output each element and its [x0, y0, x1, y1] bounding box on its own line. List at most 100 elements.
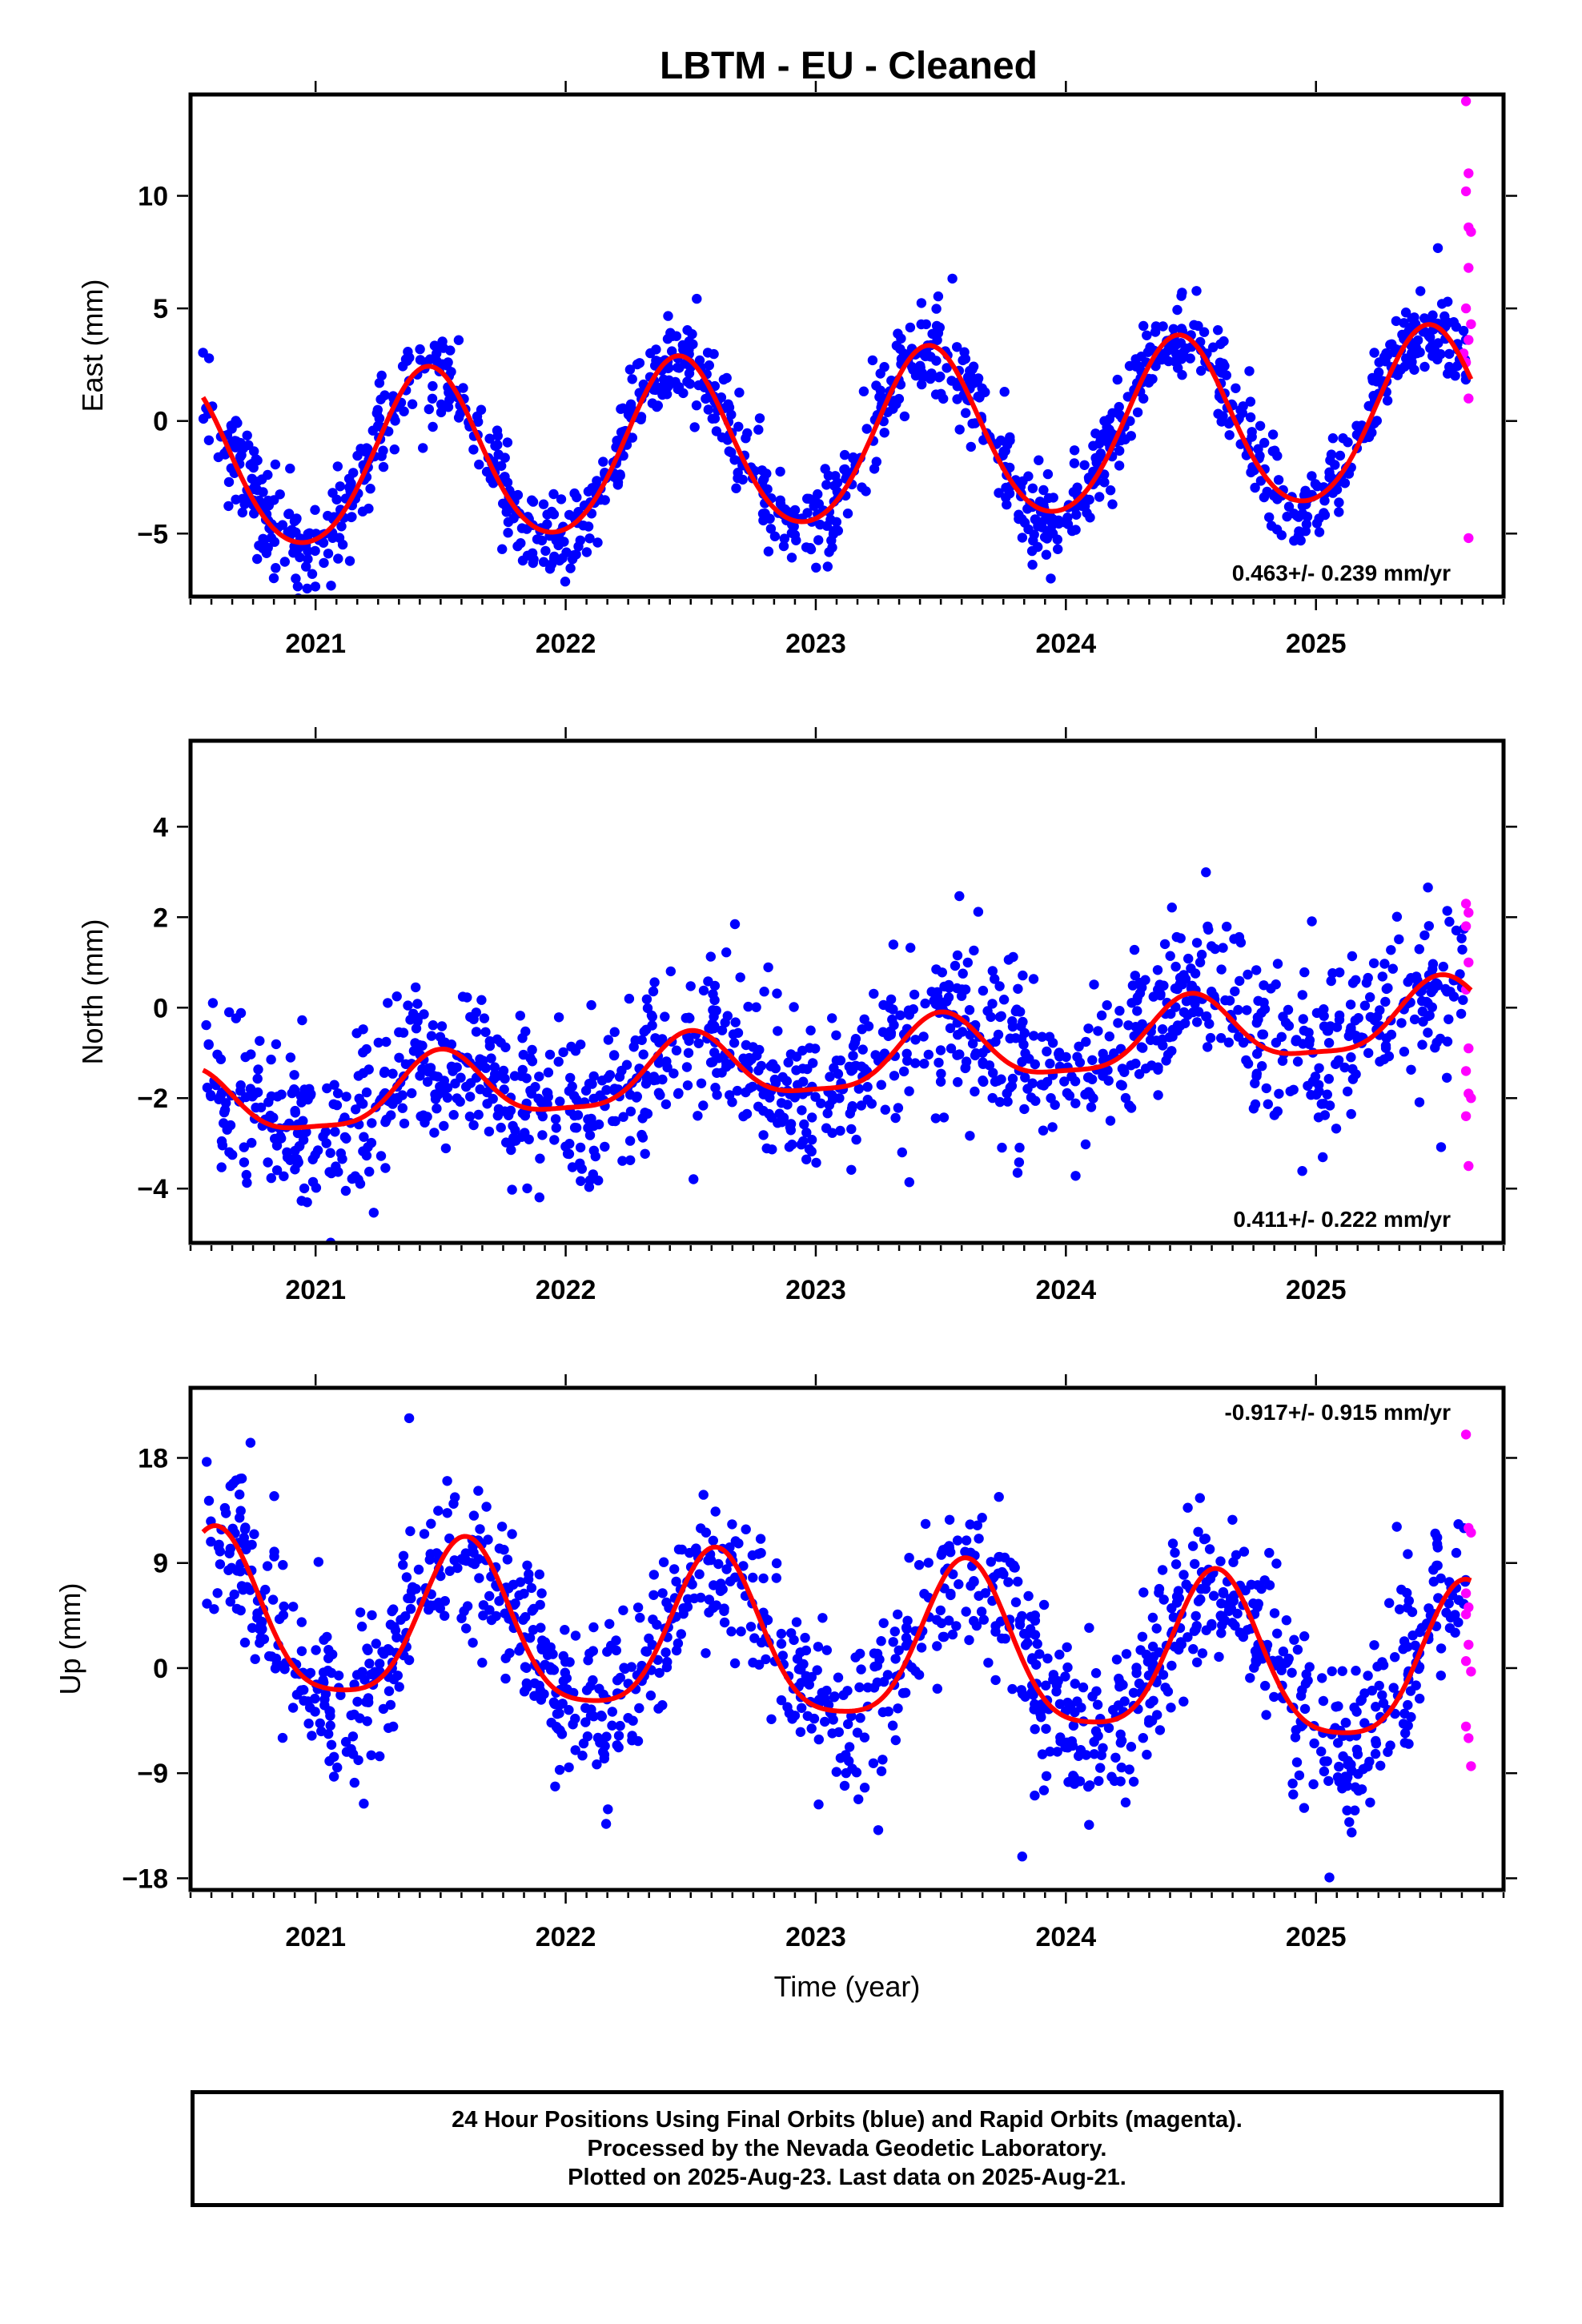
final-point: [554, 1764, 565, 1775]
final-point: [1154, 979, 1165, 990]
final-point: [1037, 1749, 1048, 1759]
final-point: [1122, 392, 1134, 402]
final-point: [1070, 1679, 1081, 1689]
final-point: [990, 974, 1000, 984]
final-point: [231, 416, 241, 426]
final-point: [296, 1617, 307, 1627]
final-point: [201, 1019, 211, 1031]
final-point: [689, 1174, 699, 1184]
final-point: [1375, 1760, 1386, 1771]
final-point: [1350, 1805, 1360, 1815]
final-point: [1386, 945, 1396, 955]
final-point: [1088, 1093, 1098, 1104]
final-point: [1337, 1666, 1347, 1676]
final-point: [671, 1045, 682, 1055]
final-point: [789, 529, 801, 541]
final-point: [289, 1070, 299, 1080]
final-point: [1138, 1043, 1148, 1053]
final-point: [1138, 320, 1149, 332]
final-point: [285, 463, 295, 474]
final-point: [1342, 1780, 1353, 1791]
final-point: [1218, 1588, 1229, 1599]
final-point: [890, 1735, 901, 1746]
final-point: [1343, 468, 1355, 479]
final-point: [725, 1542, 735, 1553]
final-point: [1419, 930, 1430, 941]
final-point: [1228, 1596, 1239, 1606]
final-point: [266, 533, 276, 543]
final-point: [942, 363, 952, 373]
final-point: [1098, 429, 1109, 440]
final-point: [224, 1548, 235, 1559]
final-point: [1368, 958, 1379, 969]
y-tick-label: −9: [137, 1759, 168, 1789]
final-point: [970, 1086, 980, 1097]
final-point: [935, 1076, 946, 1088]
final-point: [1291, 1725, 1302, 1735]
final-point: [536, 535, 548, 546]
rapid-point: [1466, 1527, 1476, 1538]
final-point: [275, 489, 285, 500]
final-point: [473, 1486, 484, 1496]
final-point: [635, 1612, 645, 1623]
final-point: [1307, 916, 1317, 927]
final-point: [499, 1545, 509, 1555]
final-point: [806, 1723, 817, 1734]
final-point: [1023, 1590, 1034, 1602]
final-point: [290, 1145, 300, 1156]
rapid-point: [1460, 1066, 1472, 1076]
final-point: [879, 362, 889, 372]
final-point: [1435, 1671, 1447, 1681]
final-point: [1170, 1547, 1180, 1558]
final-point: [323, 549, 334, 559]
final-point: [1450, 371, 1460, 381]
final-point: [983, 1658, 994, 1668]
final-point: [1377, 971, 1388, 982]
final-point: [1241, 1055, 1251, 1066]
final-point: [1167, 1538, 1178, 1549]
final-point: [1333, 1738, 1343, 1748]
final-point: [660, 1011, 670, 1022]
final-point: [1451, 925, 1462, 936]
final-point: [879, 428, 889, 438]
final-point: [1346, 1108, 1356, 1120]
final-point: [500, 1073, 510, 1084]
final-point: [1029, 529, 1039, 540]
final-point: [1290, 1732, 1301, 1743]
y-tick-label: 0: [153, 993, 168, 1023]
final-point: [1415, 286, 1426, 296]
final-point: [570, 1630, 581, 1641]
final-point: [1132, 407, 1143, 418]
final-point: [1131, 1668, 1142, 1679]
final-point: [1018, 1039, 1029, 1050]
final-point: [840, 464, 850, 475]
final-point: [785, 1122, 796, 1132]
final-point: [934, 1057, 944, 1068]
chart-title: LBTM - EU - Cleaned: [660, 45, 1038, 87]
final-point: [888, 939, 899, 950]
final-point: [400, 1059, 412, 1070]
final-point: [435, 1081, 445, 1092]
final-point: [400, 354, 412, 364]
final-point: [253, 1064, 263, 1075]
final-point: [669, 1068, 679, 1079]
final-point: [1347, 1063, 1358, 1075]
final-point: [1081, 1750, 1091, 1760]
final-point: [913, 1560, 925, 1570]
final-point: [592, 1732, 604, 1743]
final-point: [844, 1742, 855, 1752]
final-point: [1233, 1004, 1243, 1015]
final-point: [1402, 1587, 1412, 1598]
final-point: [694, 1569, 705, 1579]
final-point: [627, 432, 637, 443]
final-point: [654, 1667, 665, 1679]
final-point: [1041, 1680, 1051, 1691]
final-point: [366, 1750, 376, 1760]
final-point: [647, 1020, 657, 1031]
final-point: [1034, 1649, 1045, 1659]
final-point: [392, 1092, 403, 1104]
final-point: [980, 387, 990, 397]
final-point: [424, 1604, 434, 1615]
final-point: [318, 1667, 329, 1678]
final-point: [648, 1590, 659, 1601]
